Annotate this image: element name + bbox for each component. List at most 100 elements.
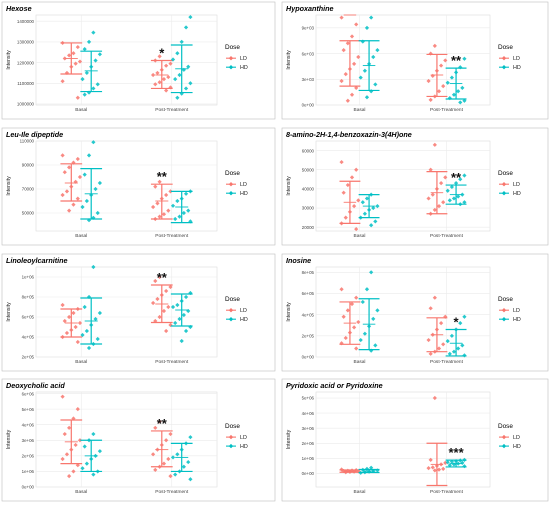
data-point-ld	[345, 182, 350, 188]
data-point-ld	[439, 63, 444, 68]
data-point-hd	[80, 204, 85, 210]
y-tick-label: 5e+06	[22, 407, 35, 412]
data-point-hd	[369, 465, 374, 470]
significance-stars: **	[451, 53, 462, 68]
y-tick-label: 70000	[22, 187, 35, 192]
data-point-ld	[155, 296, 160, 302]
data-point-hd	[97, 449, 102, 454]
legend-title: Dose	[498, 44, 513, 51]
data-point-hd	[460, 85, 465, 90]
data-point-hd	[179, 39, 184, 44]
legend-label-hd: HD	[240, 317, 248, 323]
data-point-ld	[352, 204, 357, 209]
data-point-hd	[373, 82, 378, 87]
y-tick-label: 0e+00	[22, 485, 35, 490]
chart-panel-3: Linoleoylcarnitine 2e+05 4e+05 6e+05 8e+05 1e…	[1, 253, 276, 372]
data-point-hd	[95, 336, 100, 342]
legend-label-hd: HD	[240, 191, 248, 197]
y-tick-label: 6e+05	[302, 291, 315, 296]
data-point-hd	[447, 96, 452, 101]
data-point-hd	[186, 208, 191, 213]
y-axis-title: Intensity	[286, 50, 292, 70]
data-point-hd	[91, 86, 96, 91]
data-point-ld	[432, 468, 437, 473]
data-point-hd	[84, 198, 89, 204]
data-point-ld	[75, 95, 80, 100]
data-point-hd	[188, 477, 193, 482]
data-point-ld	[345, 41, 350, 46]
legend-key-marker	[501, 317, 507, 322]
data-point-ld	[71, 310, 76, 316]
data-point-hd	[91, 30, 96, 35]
y-tick-label: 2e+06	[22, 454, 35, 459]
legend-key-marker	[228, 308, 234, 313]
data-point-hd	[93, 58, 98, 63]
data-point-ld	[426, 78, 431, 84]
data-point-ld	[356, 198, 361, 203]
data-point-hd	[447, 198, 452, 203]
data-point-hd	[445, 188, 450, 193]
data-point-hd	[369, 270, 374, 275]
data-point-hd	[86, 345, 92, 351]
data-point-hd	[462, 56, 467, 61]
y-axis-title: Intensity	[6, 429, 12, 449]
data-point-ld	[428, 306, 433, 311]
y-tick-label: 0e+00	[302, 355, 315, 360]
panel-title: Linoleoylcarnitine	[6, 256, 68, 265]
data-point-hd	[82, 304, 87, 310]
legend-title: Dose	[498, 170, 513, 177]
legend-key-marker	[501, 65, 507, 70]
x-tick-label: Basal	[354, 489, 366, 495]
data-point-ld	[168, 284, 173, 290]
data-point-ld	[428, 457, 433, 462]
data-point-hd	[97, 310, 102, 316]
data-point-ld	[77, 320, 83, 326]
data-point-ld	[164, 328, 169, 334]
x-tick-label: Post-Treatment	[155, 359, 189, 365]
data-point-ld	[153, 184, 158, 189]
data-point-ld	[349, 301, 355, 307]
data-point-hd	[170, 455, 176, 460]
y-tick-label: 4e+06	[302, 411, 315, 416]
data-point-ld	[443, 58, 448, 63]
data-point-hd	[373, 219, 378, 224]
data-point-ld	[151, 300, 156, 306]
data-point-hd	[456, 346, 461, 351]
data-point-ld	[67, 473, 72, 479]
data-point-ld	[430, 465, 435, 470]
y-tick-label: 6e+06	[22, 391, 35, 396]
data-point-hd	[449, 184, 454, 190]
data-point-ld	[166, 456, 171, 462]
data-point-ld	[75, 156, 80, 162]
y-axis-title: Intensity	[6, 302, 12, 322]
data-point-ld	[432, 142, 437, 147]
y-tick-label: 20000	[302, 225, 315, 230]
data-point-hd	[91, 264, 96, 270]
data-point-hd	[362, 211, 367, 216]
x-tick-label: Basal	[354, 233, 366, 239]
data-point-hd	[375, 48, 380, 53]
data-point-ld	[60, 192, 65, 198]
data-point-hd	[80, 332, 85, 338]
y-tick-label: 3e+03	[302, 77, 315, 82]
y-tick-label: 1e+06	[22, 469, 35, 474]
significance-stars: **	[157, 416, 168, 431]
x-tick-label: Basal	[75, 107, 87, 113]
legend-key-marker	[228, 443, 234, 449]
y-tick-label: 2e+06	[302, 441, 315, 446]
data-point-hd	[91, 140, 96, 145]
data-point-hd	[188, 14, 193, 20]
data-point-ld	[166, 304, 171, 310]
data-point-ld	[168, 473, 173, 479]
data-point-hd	[84, 328, 89, 334]
data-point-hd	[175, 51, 180, 56]
data-point-ld	[155, 201, 160, 206]
data-point-ld	[64, 189, 70, 194]
data-point-hd	[451, 196, 457, 201]
data-point-hd	[462, 200, 467, 205]
significance-stars: **	[157, 270, 168, 285]
y-tick-label: 90000	[22, 163, 35, 168]
data-point-ld	[75, 44, 80, 50]
data-point-hd	[82, 172, 87, 177]
data-point-hd	[82, 92, 87, 97]
